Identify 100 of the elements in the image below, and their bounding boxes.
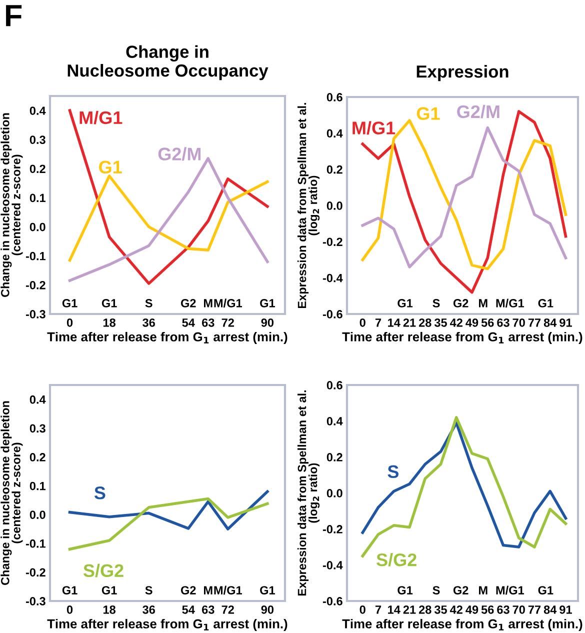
x-tick-label: 90 <box>261 318 274 327</box>
series-label: G1 <box>416 107 440 120</box>
annotation: G1 <box>62 586 78 594</box>
y-tick-label: 0.1 <box>30 194 46 202</box>
annotation: G1 <box>538 586 554 594</box>
series-label: M/G1 <box>352 121 396 135</box>
y-tick-label: 0.2 <box>326 165 342 174</box>
y-tick-label: 0.2 <box>30 453 46 462</box>
annotation: G2 <box>180 586 196 594</box>
x-tick-label: 28 <box>418 318 432 327</box>
x-tick-label: 63 <box>497 605 510 614</box>
y-tick-label: 0.6 <box>326 93 342 102</box>
x-tick-label: 18 <box>103 318 116 327</box>
y-tick-label: 0.4 <box>30 106 46 115</box>
annotation: M <box>204 299 212 308</box>
y-tick-label: 0.3 <box>30 136 46 144</box>
x-tick-label: 14 <box>388 606 400 614</box>
x-tick-label: 21 <box>403 605 416 614</box>
text: F <box>6 5 22 26</box>
line-series <box>68 174 269 262</box>
chart-title: Change in Nucleosome Occupancy <box>68 45 268 80</box>
annotation: G1 <box>260 586 275 594</box>
annotation: M <box>479 586 488 594</box>
y-tick-label: -0.3 <box>26 597 46 606</box>
y-tick-label: -0.2 <box>322 525 342 534</box>
x-tick-label: 28 <box>418 605 432 614</box>
annotation: G1 <box>102 299 117 308</box>
y-tick-label: 0.3 <box>30 424 46 433</box>
x-axis-title: Time after release from G$_{1}$ arrest (min.) <box>47 332 288 344</box>
annotation: G1 <box>260 299 275 308</box>
annotation: S <box>432 299 440 308</box>
annotation: G1 <box>398 299 413 308</box>
y-tick-label: -0.4 <box>322 274 343 282</box>
x-tick-label: 35 <box>434 605 447 614</box>
annotation: M/G1 <box>496 586 524 595</box>
x-axis-title: Time after release from G$_{1}$ arrest (min.) <box>47 618 288 631</box>
annotation: G1 <box>62 299 78 308</box>
x-tick-label: 77 <box>528 606 541 614</box>
x-tick-label: 21 <box>403 318 416 327</box>
y-tick-label: 0.0 <box>326 489 342 498</box>
x-tick-label: 0 <box>66 605 73 614</box>
y-tick-label: -0.1 <box>26 539 46 548</box>
annotation: S <box>432 586 440 594</box>
y-tick-label: 0.1 <box>30 482 46 490</box>
line-series <box>68 109 269 285</box>
x-axis-title: Time after release from G$_{1}$ arrest (min.) <box>342 618 582 631</box>
x-tick-label: 49 <box>466 318 478 327</box>
x-tick-label: 0 <box>360 605 366 614</box>
annotation: G1 <box>398 586 413 594</box>
y-tick-label: -0.6 <box>322 597 342 606</box>
x-tick-label: 7 <box>375 606 382 614</box>
x-tick-label: 91 <box>560 605 572 614</box>
y-tick-label: 0.6 <box>326 381 342 390</box>
x-tick-label: 63 <box>497 318 510 327</box>
x-tick-label: 18 <box>103 605 116 614</box>
y-tick-label: 0.0 <box>30 510 46 519</box>
series-label: S/G2 <box>376 552 416 566</box>
x-tick-label: 70 <box>512 318 525 327</box>
y-tick-label: 0.0 <box>326 202 342 210</box>
x-tick-label: 56 <box>481 605 494 614</box>
annotation: G1 <box>538 299 554 308</box>
x-tick-label: 63 <box>202 318 214 327</box>
y-tick-label: 0.2 <box>30 164 46 174</box>
x-tick-label: 84 <box>544 605 557 614</box>
annotation: M <box>204 586 212 594</box>
y-tick-label: 0.4 <box>30 395 46 404</box>
x-tick-label: 84 <box>544 318 557 327</box>
annotation: M <box>479 299 488 308</box>
x-tick-label: 72 <box>222 605 234 614</box>
y-tick-label: 0.4 <box>326 417 343 426</box>
annotation: S <box>145 299 152 308</box>
x-tick-label: 54 <box>182 318 195 327</box>
x-axis-title: Time after release from G$_{1}$ arrest (min.) <box>342 332 582 344</box>
x-tick-label: 63 <box>202 605 214 614</box>
series-label: S <box>94 486 106 500</box>
annotation: S <box>145 586 152 594</box>
series-label: G2/M <box>158 147 201 161</box>
annotation: M/G1 <box>496 298 524 308</box>
x-tick-label: 42 <box>450 318 462 327</box>
x-tick-label: 42 <box>450 605 462 614</box>
annotation: M/G1 <box>214 586 242 595</box>
y-axis-title: Change in nucleosome depletion (centered z-score) <box>0 401 23 585</box>
y-tick-label: 0.2 <box>326 453 342 462</box>
y-tick-label: -0.1 <box>26 252 46 260</box>
series-label: G2/M <box>457 104 500 118</box>
series-label: S/G2 <box>83 564 124 578</box>
x-tick-label: 49 <box>466 605 478 614</box>
x-tick-label: 0 <box>66 318 73 327</box>
x-tick-label: 77 <box>528 318 541 327</box>
annotation: M/G1 <box>214 298 242 308</box>
y-tick-label: -0.4 <box>322 561 343 570</box>
series-label: M/G1 <box>80 110 122 124</box>
y-tick-label: -0.2 <box>322 238 342 246</box>
x-tick-label: 36 <box>142 318 155 327</box>
y-tick-label: 0.4 <box>326 129 343 138</box>
x-tick-label: 72 <box>222 318 234 327</box>
series-label: G1 <box>99 160 122 174</box>
x-tick-label: 7 <box>375 318 382 327</box>
x-tick-label: 35 <box>434 318 447 327</box>
annotation: G2 <box>180 299 196 308</box>
